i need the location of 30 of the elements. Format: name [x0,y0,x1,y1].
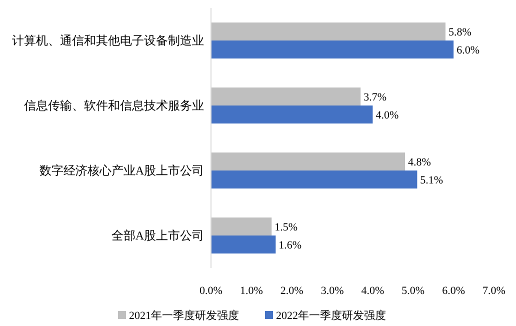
bar [211,40,454,58]
x-tick-label: 1.0% [240,285,263,297]
legend-label: 2021年一季度研发强度 [129,309,239,322]
x-tick-label: 7.0% [482,285,506,297]
bar [211,218,272,236]
x-tick-label: 5.0% [402,285,425,297]
data-label: 6.0% [456,44,480,56]
data-label: 5.1% [420,174,444,186]
x-tick-label: 3.0% [320,285,344,297]
bar [211,170,418,188]
bar [211,22,446,40]
data-label: 1.6% [278,240,302,252]
legend-label: 2022年一季度研发强度 [276,309,386,322]
x-tick-label: 4.0% [361,285,384,297]
data-label: 5.8% [448,26,472,38]
bar [211,106,373,124]
x-tick-label: 6.0% [442,285,466,297]
x-tick-label: 2.0% [280,285,304,297]
bar [211,88,361,106]
data-label: 4.8% [408,156,431,168]
y-tick-label: 计算机、通信和其他电子设备制造业 [12,34,204,48]
y-tick-label: 信息传输、软件和信息技术服务业 [24,98,204,112]
data-label: 4.0% [376,110,399,122]
y-tick-label: 数字经济核心产业A股上市公司 [39,164,204,178]
y-tick-label: 全部A股上市公司 [111,228,204,242]
bar [211,236,276,254]
x-tick-label: 0.0% [200,285,222,297]
data-label: 1.5% [274,222,298,234]
bar [211,152,406,170]
data-label: 3.7% [364,92,387,104]
